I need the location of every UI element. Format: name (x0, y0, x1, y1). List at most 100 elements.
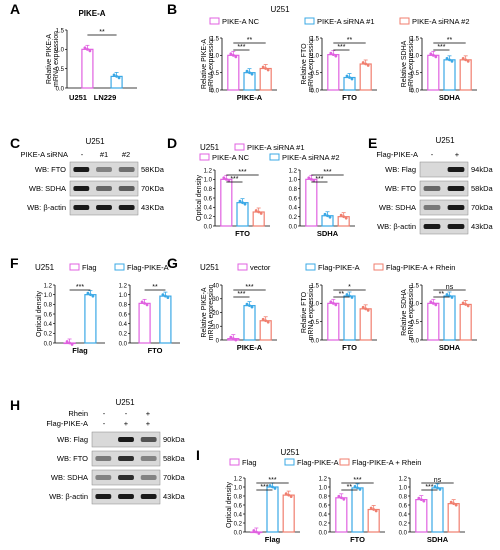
size-marker: 90kDa (163, 435, 186, 444)
blot-band (118, 167, 135, 172)
significance-label: ns (446, 284, 454, 291)
data-point (231, 53, 235, 57)
x-axis-label: FTO (235, 229, 250, 238)
panel-letter: I (196, 447, 200, 463)
data-point (88, 49, 92, 53)
y-tick-label: 0.5 (211, 71, 220, 77)
data-point (261, 317, 265, 321)
y-tick-label: 0.4 (289, 206, 298, 212)
data-point (257, 532, 261, 535)
y-tick-label: 0.5 (311, 320, 320, 326)
blot-band (95, 475, 112, 480)
blot-band (118, 437, 134, 442)
blot-band (73, 186, 90, 191)
panel-letter: E (368, 135, 377, 151)
data-point (350, 296, 354, 299)
y-tick-label: 1.0 (211, 54, 220, 60)
data-point (464, 58, 468, 62)
y-tick-label: 0.8 (289, 187, 298, 193)
cell-line: U251 (85, 137, 105, 146)
data-point (245, 302, 249, 306)
y-axis-label: Optical density (196, 175, 203, 221)
x-axis-label: SDHA (439, 93, 461, 102)
y-axis-label: Relative FTO (301, 43, 308, 85)
legend-swatch (209, 17, 220, 25)
y-tick-label: 40 (212, 283, 219, 289)
significance-label: ** (347, 484, 353, 491)
data-point (254, 209, 258, 212)
data-point (273, 487, 277, 490)
significance-label: *** (237, 44, 245, 51)
legend-entry: vector (250, 263, 271, 272)
size-marker: 70kDa (471, 203, 494, 212)
data-point (222, 176, 226, 180)
lane-label: #1 (100, 150, 108, 159)
legend-entry: PIKE-A NC (212, 153, 250, 162)
significance-label: *** (238, 169, 246, 176)
significance-label: * (348, 284, 351, 291)
y-tick-label: 0.4 (234, 512, 243, 518)
x-axis-label: FTO (342, 343, 357, 352)
bar-chart: 0.0 0.2 0.4 0.6 0.8 1.0 1.2 FTO ***** (319, 476, 385, 544)
y-axis-label: mRNA expression (308, 284, 315, 340)
data-point (364, 62, 368, 66)
size-marker: 58kDa (163, 454, 186, 463)
lane-label: #2 (122, 150, 130, 159)
data-point (250, 305, 254, 309)
y-tick-label: 1.0 (399, 485, 408, 491)
data-point (229, 52, 233, 56)
blot-band (423, 205, 441, 210)
y-tick-label: 0.8 (119, 303, 128, 309)
data-point (289, 495, 293, 498)
blot-strip (419, 180, 469, 197)
legend-swatch (69, 263, 80, 271)
legend-entry: PIKE-A siRNA #2 (282, 153, 340, 162)
lane-label: + (146, 409, 151, 418)
y-axis-label: Relative PIKE-A (46, 34, 53, 85)
bar (243, 72, 256, 91)
y-axis-label: mRNA expression (308, 36, 315, 92)
data-point (266, 68, 270, 72)
data-point (234, 55, 238, 59)
bar-chart: 0.0 0.2 0.4 0.6 0.8 1.0 1.2 FTO Optical density *… (196, 168, 270, 238)
x-axis-label: FTO (342, 93, 357, 102)
data-point (328, 215, 332, 219)
data-point (309, 177, 313, 181)
lane-label: - (81, 150, 84, 159)
blot-band (447, 205, 465, 210)
data-point (323, 212, 327, 216)
y-tick-label: 0.2 (119, 332, 128, 338)
significance-label: *** (260, 484, 268, 491)
panel-letter: D (167, 135, 177, 151)
y-tick-label: 1.0 (319, 485, 328, 491)
data-point (238, 199, 242, 203)
data-point (164, 294, 167, 298)
size-marker: 58kDa (471, 184, 494, 193)
significance-label: ** (347, 37, 353, 44)
significance-label: *** (315, 176, 323, 183)
blot-band (140, 437, 157, 442)
y-tick-label: 0.0 (56, 86, 65, 92)
significance-label: ** (439, 291, 445, 298)
y-tick-label: 0.8 (44, 303, 53, 309)
data-point (361, 305, 365, 309)
legend-swatch (234, 143, 245, 151)
blot-label: WB: β-actin (377, 222, 416, 231)
blot-band (447, 186, 465, 191)
data-point (329, 300, 333, 304)
legend-swatch (229, 458, 240, 466)
data-point (448, 58, 451, 62)
data-point (450, 296, 454, 299)
y-tick-label: 0.8 (399, 494, 408, 500)
data-point (431, 53, 435, 57)
legend-entry: PIKE-A siRNA #2 (412, 17, 470, 26)
blot-band (73, 205, 90, 210)
significance-label: ns (434, 477, 442, 484)
bar (84, 294, 97, 344)
y-tick-label: 0.2 (399, 521, 408, 527)
bar (367, 508, 380, 533)
y-tick-label: 0.2 (44, 332, 53, 338)
blot-label: WB: β-actin (49, 492, 88, 501)
data-point (243, 202, 247, 206)
y-tick-label: 0.2 (204, 215, 213, 221)
